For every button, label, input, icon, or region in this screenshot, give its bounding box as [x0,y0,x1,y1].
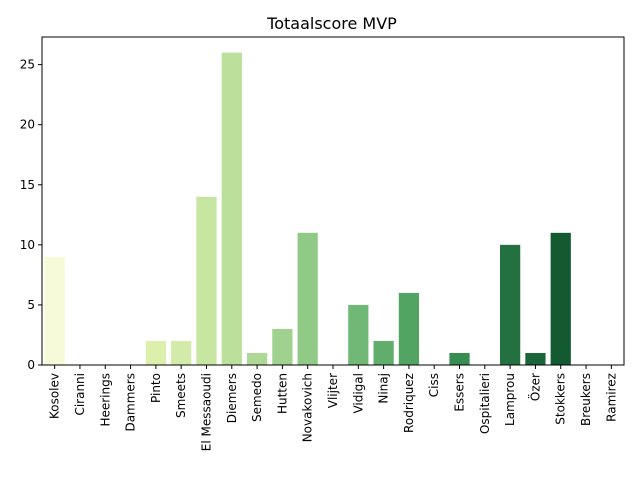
x-tick-label: Ospitalieri [478,373,492,434]
bar-smeets [171,340,192,365]
x-tick-label: Essers [453,373,467,412]
chart-title: Totaalscore MVP [266,14,397,33]
bar-stokkers [550,232,571,365]
bar-özer [525,352,546,365]
x-tick-label: Vidigal [351,373,365,414]
x-tick-label: Semedo [250,373,264,422]
x-tick-label: Dammers [124,373,138,432]
bar-kosolev [44,256,65,365]
bar-lamprou [500,244,521,365]
bar-rodriquez [398,292,420,365]
y-tick-label: 25 [20,58,35,72]
x-tick-label: El Messaoudi [199,373,213,451]
bar-novakovich [297,232,318,365]
x-tick-label: Rodriquez [402,373,416,433]
x-tick-label: Novakovich [301,373,315,442]
x-tick-label: Breukers [579,373,593,426]
x-tick-label: Ciranni [73,373,87,416]
x-tick-label: Hutten [275,373,289,414]
x-tick-label: Ramirez [604,373,618,422]
axes-layer: 0 5 10 15 20 25 Kosolev Ciranni Heerings Dammers P… [20,36,625,451]
y-tick-label: 0 [27,358,35,372]
x-tick-label: Ninaj [377,373,391,404]
bars-layer [44,52,571,366]
bar-hutten [272,328,293,365]
bar-el-messaoudi [196,196,217,365]
x-tick-label: Diemers [225,373,239,423]
x-tick-label: Kosolev [48,373,62,419]
x-tick-label: Lamprou [503,373,517,426]
x-tick-label: Vlijter [326,373,340,408]
y-tick-label: 20 [20,118,35,132]
y-tick-label: 10 [20,238,35,252]
x-tick-label: Smeets [174,373,188,418]
x-tick-label: Heerings [98,373,112,427]
x-tick-label: Ciss [427,373,441,397]
y-tick-label: 15 [20,178,35,192]
bar-diemers [221,52,242,366]
x-tick-label: Stokkers [554,373,568,425]
bar-ninaj [373,340,394,365]
bar-vidigal [348,304,369,365]
x-tick-label: Pinto [149,373,163,403]
x-tick-label: Özer [526,373,542,401]
bar-essers [449,352,470,365]
plot-frame [41,36,625,366]
bar-pinto [145,340,166,365]
bar-semedo [246,352,268,365]
y-tick-label: 5 [27,298,35,312]
